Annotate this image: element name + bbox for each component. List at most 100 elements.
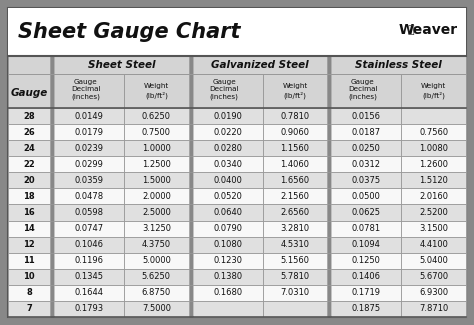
Text: 16: 16 [23,208,35,217]
Bar [8,156,50,172]
Bar [263,285,328,301]
Bar [54,188,124,204]
Bar [331,204,401,221]
Text: 6.8750: 6.8750 [142,288,171,297]
Text: 0.1680: 0.1680 [213,288,242,297]
Bar [192,56,328,74]
Text: 1.2500: 1.2500 [142,160,171,169]
Text: Weight
(lb/ft²): Weight (lb/ft²) [283,83,308,99]
Bar [189,56,192,317]
Bar [50,56,54,317]
Text: 3.1500: 3.1500 [419,224,448,233]
Text: 0.1046: 0.1046 [74,240,103,249]
Bar [331,221,401,237]
Bar [263,74,328,108]
Bar [192,285,263,301]
Text: 1.0000: 1.0000 [142,144,171,153]
Text: 4.4100: 4.4100 [419,240,448,249]
Bar [401,156,466,172]
Bar [263,124,328,140]
Text: 7.5000: 7.5000 [142,305,171,313]
Bar [8,124,50,140]
Text: 0.7500: 0.7500 [142,128,171,136]
Bar [401,140,466,156]
Text: Gauge
Decimal
(inches): Gauge Decimal (inches) [348,79,378,100]
Bar [192,108,263,124]
Text: 11: 11 [23,256,35,265]
Text: 2.0160: 2.0160 [419,192,448,201]
Text: Weight
(lb/ft²): Weight (lb/ft²) [421,83,447,99]
Text: 1.5120: 1.5120 [419,176,448,185]
Bar [263,237,328,253]
Bar [124,156,189,172]
Bar [192,140,263,156]
Text: 0.0340: 0.0340 [213,160,242,169]
Text: 0.0312: 0.0312 [352,160,381,169]
Text: 0.0299: 0.0299 [74,160,103,169]
Bar [124,301,189,317]
Bar [331,188,401,204]
Text: 0.1345: 0.1345 [74,272,103,281]
Text: 0.1875: 0.1875 [352,305,381,313]
Text: 2.6560: 2.6560 [281,208,310,217]
Text: Gauge
Decimal
(inches): Gauge Decimal (inches) [71,79,100,100]
Text: 0.1230: 0.1230 [213,256,242,265]
Bar [54,301,124,317]
Bar [8,269,50,285]
Text: 0.1406: 0.1406 [352,272,381,281]
Bar [124,285,189,301]
Text: Stainless Steel: Stainless Steel [356,60,442,70]
Bar [124,124,189,140]
Text: 22: 22 [23,160,35,169]
Text: 0.1380: 0.1380 [213,272,242,281]
Text: 0.1080: 0.1080 [213,240,242,249]
Bar [8,221,50,237]
Bar [124,108,189,124]
Text: 2.5200: 2.5200 [419,208,448,217]
Bar [331,124,401,140]
Text: 1.6560: 1.6560 [281,176,310,185]
Bar [124,204,189,221]
Text: 12: 12 [23,240,35,249]
Text: 0.7810: 0.7810 [281,111,310,121]
Bar [263,156,328,172]
Bar [8,172,50,188]
Bar [8,8,466,56]
Bar [54,124,124,140]
Text: 5.6700: 5.6700 [419,272,448,281]
Bar [8,237,50,253]
Text: 6.9300: 6.9300 [419,288,448,297]
Text: 28: 28 [23,111,35,121]
Bar [331,56,466,74]
Bar [192,74,263,108]
Bar [331,108,401,124]
Bar [331,156,401,172]
Bar [54,56,189,74]
Text: 5.6250: 5.6250 [142,272,171,281]
Bar [401,237,466,253]
Bar [54,253,124,269]
Text: 0.0149: 0.0149 [74,111,103,121]
Bar [401,74,466,108]
Text: 1.5000: 1.5000 [142,176,171,185]
Text: 20: 20 [23,176,35,185]
Bar [401,269,466,285]
Bar [124,172,189,188]
Bar [8,56,50,108]
Text: 24: 24 [23,144,35,153]
Text: Galvanized Steel: Galvanized Steel [211,60,309,70]
Bar [54,156,124,172]
Text: 0.0500: 0.0500 [352,192,381,201]
Bar [263,253,328,269]
Text: 2.1560: 2.1560 [281,192,310,201]
Text: 7.8710: 7.8710 [419,305,448,313]
Bar [8,253,50,269]
Text: 5.7810: 5.7810 [281,272,310,281]
Bar [401,124,466,140]
Text: 0.1196: 0.1196 [74,256,103,265]
Bar [263,140,328,156]
Bar [401,253,466,269]
Text: 2.5000: 2.5000 [142,208,171,217]
Text: 5.0000: 5.0000 [142,256,171,265]
Bar [8,301,50,317]
